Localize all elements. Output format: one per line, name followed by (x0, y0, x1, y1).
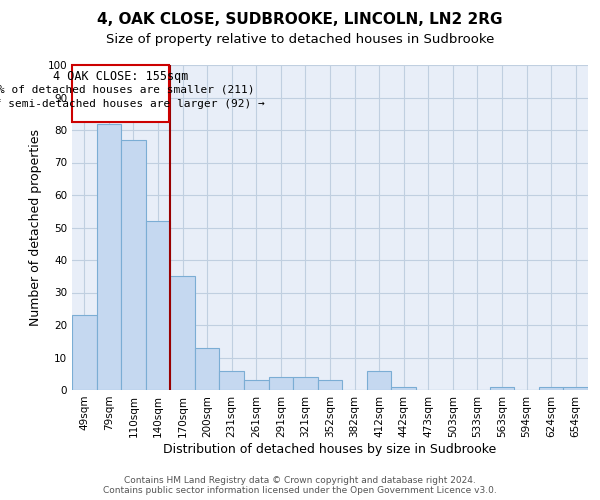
Text: 4, OAK CLOSE, SUDBROOKE, LINCOLN, LN2 2RG: 4, OAK CLOSE, SUDBROOKE, LINCOLN, LN2 2R… (97, 12, 503, 28)
Text: Size of property relative to detached houses in Sudbrooke: Size of property relative to detached ho… (106, 32, 494, 46)
FancyBboxPatch shape (72, 65, 169, 122)
Bar (72, 316, 97, 390)
Text: 30% of semi-detached houses are larger (92) →: 30% of semi-detached houses are larger (… (0, 99, 265, 109)
Bar (563, 387, 588, 390)
Bar (170, 276, 195, 390)
Bar (293, 377, 318, 390)
Bar (121, 140, 146, 390)
Bar (220, 370, 244, 390)
Bar (146, 221, 170, 390)
Bar (391, 387, 416, 390)
Text: 4 OAK CLOSE: 155sqm: 4 OAK CLOSE: 155sqm (53, 70, 188, 83)
Bar (318, 380, 342, 390)
Bar (269, 377, 293, 390)
Y-axis label: Number of detached properties: Number of detached properties (29, 129, 42, 326)
Bar (490, 387, 514, 390)
Bar (97, 124, 121, 390)
Bar (539, 387, 563, 390)
Bar (244, 380, 269, 390)
Bar (195, 348, 220, 390)
Text: Contains HM Land Registry data © Crown copyright and database right 2024.
Contai: Contains HM Land Registry data © Crown c… (103, 476, 497, 495)
Text: ← 70% of detached houses are smaller (211): ← 70% of detached houses are smaller (21… (0, 84, 255, 94)
X-axis label: Distribution of detached houses by size in Sudbrooke: Distribution of detached houses by size … (163, 442, 497, 456)
Bar (367, 370, 391, 390)
